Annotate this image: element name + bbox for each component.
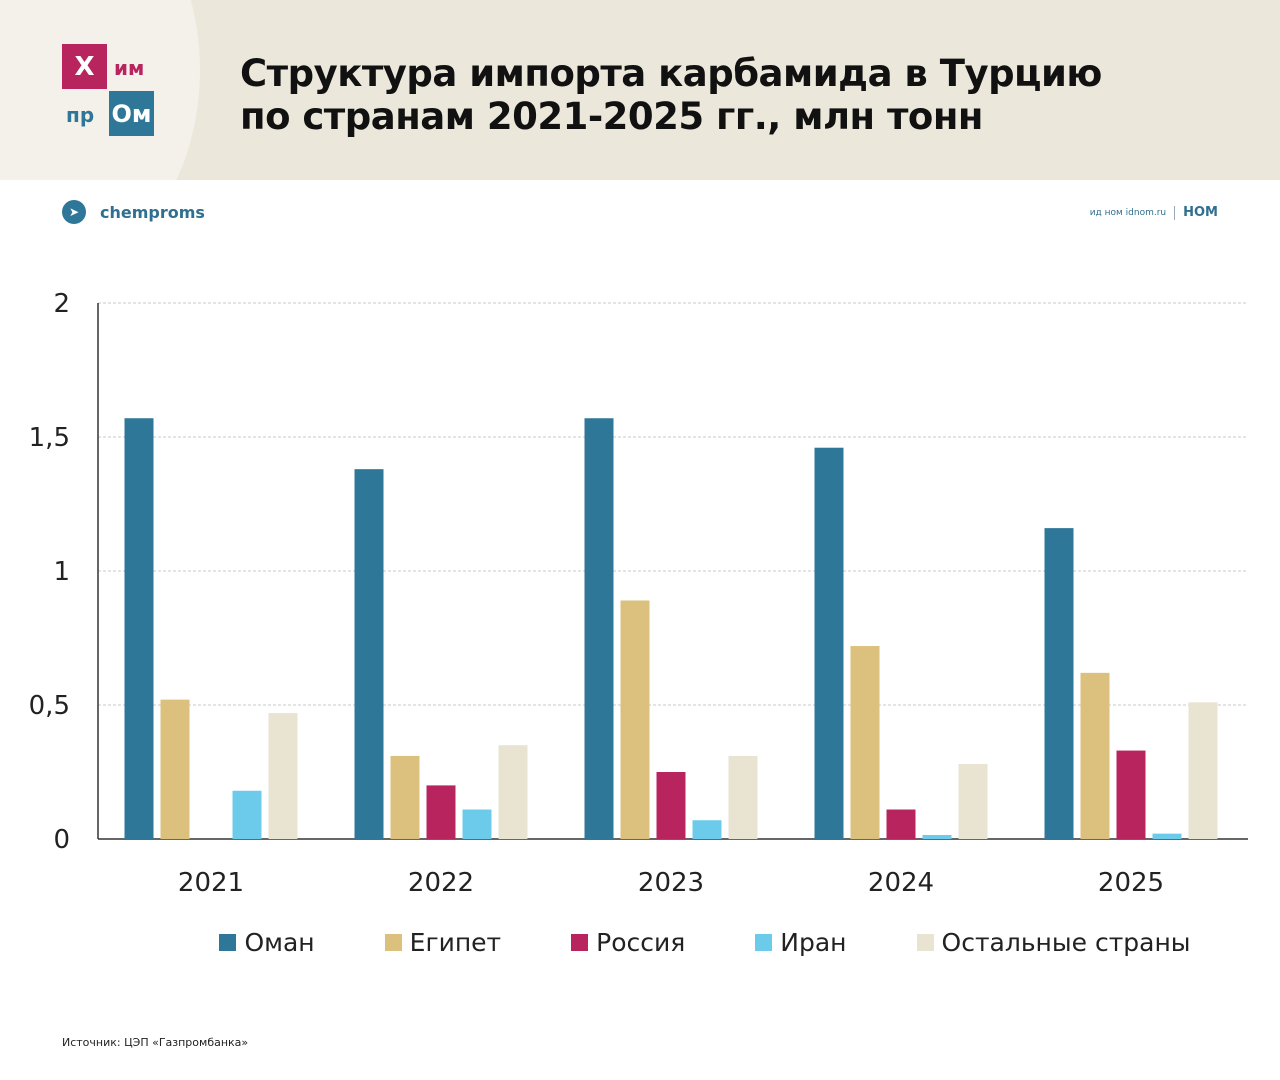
- y-tick-label: 0: [53, 825, 70, 855]
- bar-Иран-2024: [922, 834, 952, 839]
- legend-swatch: [384, 934, 402, 951]
- x-tick-label: 2021: [178, 868, 244, 898]
- y-tick-label: 1,5: [29, 423, 70, 453]
- legend-swatch: [755, 934, 773, 951]
- bar-Оман-2022: [354, 469, 384, 839]
- bar-Иран-2021: [232, 790, 262, 839]
- bar-Россия-2024: [886, 809, 916, 839]
- partner-brand: НОМ: [1183, 205, 1218, 220]
- legend-item: Египет: [384, 928, 502, 957]
- bar-Россия-2022: [426, 785, 456, 839]
- bar-Иран-2023: [692, 820, 722, 839]
- header: Х им пр Ом Структура импорта карбамида в…: [0, 0, 1280, 180]
- legend-item: Остальные страны: [916, 928, 1191, 957]
- telegram-label: chemproms: [100, 202, 205, 222]
- legend-label: Иран: [780, 928, 847, 957]
- legend: Оман Египет Россия Иран Остальные страны: [0, 928, 1280, 957]
- bar-Иран-2022: [462, 809, 492, 839]
- bar-Остальные страны-2023: [728, 755, 758, 839]
- bar-Остальные страны-2022: [498, 745, 528, 839]
- x-tick-label: 2023: [638, 868, 704, 898]
- x-tick-label: 2024: [868, 868, 934, 898]
- bar-Египет-2023: [620, 600, 650, 839]
- legend-label: Россия: [596, 928, 686, 957]
- bar-Оман-2024: [814, 447, 844, 839]
- legend-label: Остальные страны: [941, 928, 1191, 957]
- legend-item: Россия: [571, 928, 685, 957]
- legend-label: Оман: [244, 928, 315, 957]
- bar-Оман-2025: [1044, 528, 1074, 839]
- y-tick-label: 0,5: [29, 691, 70, 721]
- partner-logo: ид ном idnom.ru НОМ: [1090, 205, 1218, 220]
- legend-label: Египет: [409, 928, 502, 957]
- bar-Иран-2025: [1152, 833, 1182, 839]
- bar-Остальные страны-2021: [268, 713, 298, 839]
- bar-Египет-2024: [850, 646, 880, 839]
- divider: [1174, 205, 1176, 220]
- title-line-2: по странам 2021-2025 гг., млн тонн: [240, 95, 983, 138]
- legend-swatch: [916, 934, 934, 951]
- page-title: Структура импорта карбамида в Турцию по …: [240, 52, 1102, 138]
- x-tick-label: 2025: [1098, 868, 1164, 898]
- title-line-1: Структура импорта карбамида в Турцию: [240, 52, 1102, 95]
- telegram-link[interactable]: ➤ chemproms: [62, 200, 205, 224]
- bar-Египет-2022: [390, 755, 420, 839]
- legend-item: Оман: [219, 928, 315, 957]
- partner-small-text: ид ном idnom.ru: [1089, 207, 1167, 218]
- bar-Египет-2021: [160, 699, 190, 839]
- header-decoration: [0, 0, 200, 180]
- bar-Египет-2025: [1080, 672, 1110, 839]
- source-note: Источник: ЦЭП «Газпромбанка»: [62, 1036, 249, 1049]
- logo-text: им: [114, 56, 145, 80]
- x-tick-label: 2022: [408, 868, 474, 898]
- logo-tile-x: Х: [62, 44, 107, 89]
- y-tick-label: 1: [53, 557, 70, 587]
- bar-Оман-2023: [584, 418, 614, 839]
- bar-Остальные страны-2025: [1188, 702, 1218, 839]
- legend-swatch: [219, 934, 237, 951]
- legend-item: Иран: [755, 928, 847, 957]
- telegram-icon: ➤: [62, 200, 86, 224]
- bar-Россия-2023: [656, 772, 686, 839]
- legend-swatch: [571, 934, 589, 951]
- bar-Остальные страны-2024: [958, 763, 988, 839]
- bar-Оман-2021: [124, 418, 154, 839]
- logo-text: пр: [66, 103, 95, 127]
- logo-tile-om: Ом: [109, 91, 154, 136]
- y-tick-label: 2: [53, 289, 70, 319]
- logo: Х им пр Ом: [62, 44, 154, 136]
- bar-Россия-2025: [1116, 750, 1146, 839]
